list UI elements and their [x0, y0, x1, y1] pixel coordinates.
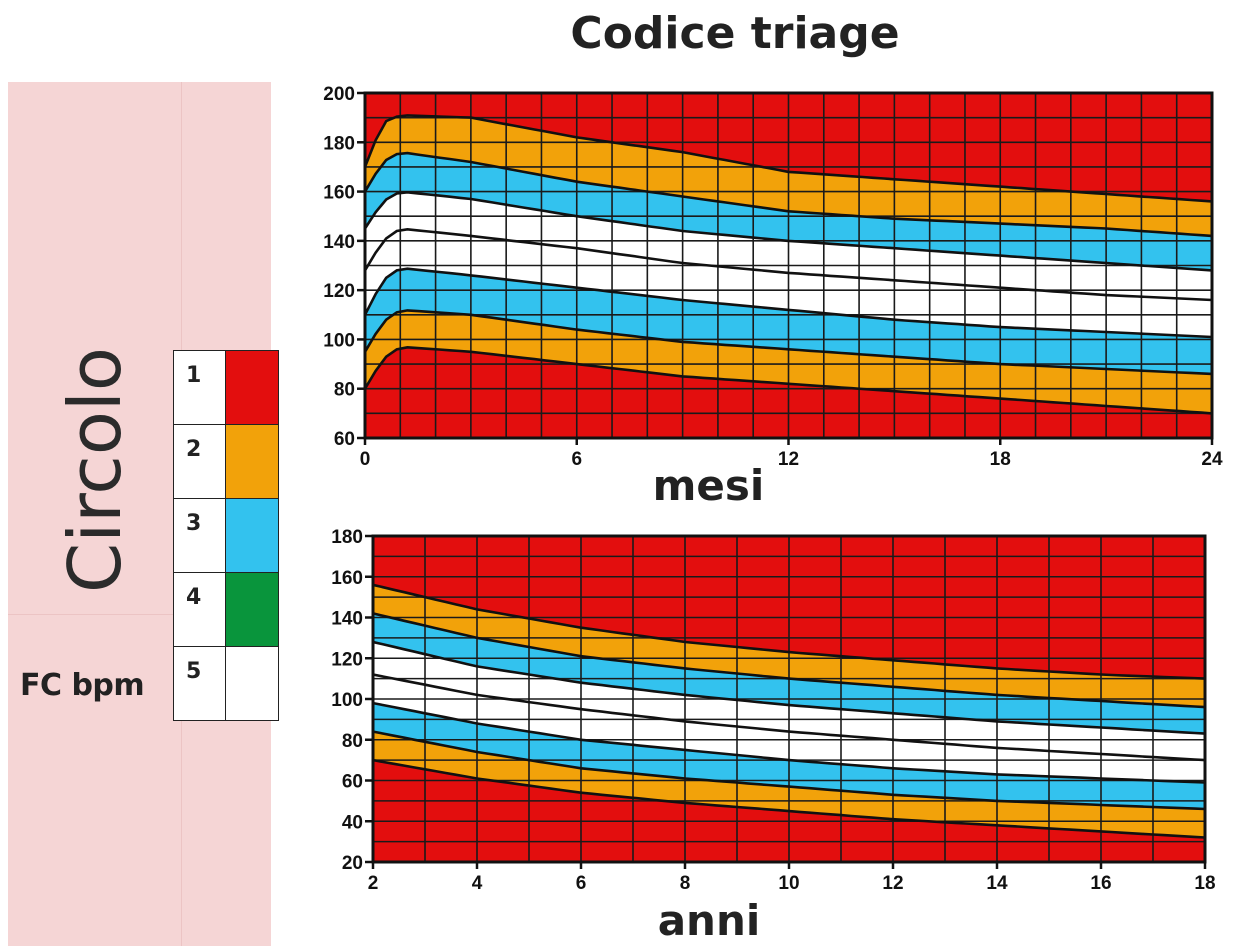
y-tick-label: 200 — [323, 84, 355, 105]
x-tick-label: 12 — [882, 873, 903, 894]
x-tick-label: 14 — [986, 873, 1008, 894]
x-tick-label: 6 — [576, 873, 587, 894]
legend-row: 1 — [173, 350, 279, 425]
legend-code: 5 — [173, 646, 226, 721]
x-tick-label: 8 — [680, 873, 691, 894]
x-axis-label: mesi — [653, 461, 765, 510]
legend-swatch — [225, 424, 279, 499]
x-tick-label: 16 — [1090, 873, 1111, 894]
y-tick-label: 160 — [323, 183, 355, 204]
percentile-curve — [365, 114, 1212, 203]
x-tick-label: 0 — [360, 449, 371, 470]
x-tick-label: 4 — [472, 873, 483, 894]
x-axis-label: anni — [658, 896, 761, 945]
metric-label: FC bpm — [20, 668, 145, 703]
x-tick-label: 2 — [368, 873, 379, 894]
percentile-curve — [365, 151, 1212, 238]
y-tick-label: 120 — [323, 281, 355, 302]
y-tick-label: 80 — [342, 731, 363, 752]
percentile-curve — [373, 758, 1205, 839]
y-tick-label: 80 — [334, 380, 355, 401]
y-tick-label: 180 — [323, 133, 355, 154]
y-tick-label: 140 — [323, 232, 355, 253]
percentile-curve — [365, 267, 1212, 339]
x-tick-label: 24 — [1201, 449, 1223, 470]
legend-row: 2 — [173, 424, 279, 499]
percentile-curve — [373, 673, 1205, 762]
legend-swatch — [225, 646, 279, 721]
percentile-curve — [365, 227, 1212, 302]
legend-code: 3 — [173, 498, 226, 573]
y-tick-label: 120 — [331, 649, 363, 670]
percentile-curve — [373, 640, 1205, 735]
percentile-curve — [373, 730, 1205, 811]
legend-row: 3 — [173, 498, 279, 573]
y-tick-label: 100 — [323, 330, 355, 351]
percentile-curve — [365, 345, 1212, 415]
triage-code-legend: 1 2 3 4 5 — [173, 350, 279, 721]
percentile-curve — [373, 612, 1205, 709]
y-tick-label: 60 — [334, 429, 355, 450]
percentile-curve — [365, 309, 1212, 376]
x-tick-label: 6 — [571, 449, 582, 470]
legend-swatch — [225, 498, 279, 573]
legend-swatch — [225, 350, 279, 425]
chart-title: Codice triage — [570, 8, 900, 59]
percentile-curve — [373, 583, 1205, 680]
legend-code: 2 — [173, 424, 226, 499]
x-tick-label: 18 — [990, 449, 1011, 470]
y-tick-label: 140 — [331, 609, 363, 630]
legend-swatch — [225, 572, 279, 647]
y-tick-label: 40 — [342, 812, 363, 833]
y-tick-label: 20 — [342, 853, 363, 874]
percentile-curve — [365, 190, 1212, 272]
panel-divider — [8, 614, 181, 615]
y-tick-label: 160 — [331, 568, 363, 589]
percentile-curve — [373, 701, 1205, 784]
y-tick-label: 100 — [331, 690, 363, 711]
y-tick-label: 180 — [331, 527, 363, 548]
x-tick-label: 12 — [778, 449, 799, 470]
x-tick-label: 10 — [778, 873, 799, 894]
x-tick-label: 18 — [1194, 873, 1215, 894]
y-tick-label: 60 — [342, 772, 363, 793]
legend-row: 5 — [173, 646, 279, 721]
